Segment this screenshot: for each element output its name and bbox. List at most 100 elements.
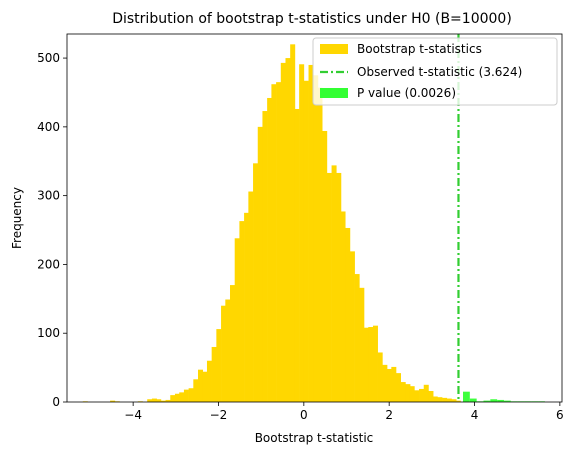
histogram-bar xyxy=(446,398,452,402)
legend-box xyxy=(312,37,558,106)
pvalue-bars xyxy=(463,391,545,402)
x-tick-label: 6 xyxy=(556,408,564,422)
histogram-bar xyxy=(336,172,342,402)
histogram-bar xyxy=(340,211,346,402)
histogram-bar xyxy=(354,274,360,402)
histogram-bar xyxy=(391,366,397,402)
histogram-bar xyxy=(225,299,231,402)
histogram-bar xyxy=(308,64,314,402)
x-axis-ticks: −4 −2 0 2 4 6 xyxy=(124,402,564,422)
histogram-bar xyxy=(257,126,263,403)
pvalue-bar xyxy=(469,398,477,402)
histogram-bar xyxy=(313,75,319,403)
histogram-bar xyxy=(368,327,374,402)
histogram-bar xyxy=(290,44,296,402)
histogram-bar xyxy=(267,97,273,402)
histogram-bar xyxy=(359,287,365,402)
histogram-bar xyxy=(110,400,116,402)
histogram-bar xyxy=(271,84,277,403)
histogram-bar xyxy=(363,327,369,402)
histogram-bar xyxy=(414,390,420,402)
histogram-bar xyxy=(221,305,227,402)
legend-label-observed: Observed t-statistic (3.624) xyxy=(357,65,522,79)
histogram-bar xyxy=(206,360,212,402)
chart-title: Distribution of bootstrap t-statistics u… xyxy=(112,11,512,27)
histogram-bar xyxy=(285,58,291,402)
histogram-bar xyxy=(280,62,286,402)
legend: Bootstrap t-statistics Observed t-statis… xyxy=(312,37,558,106)
histogram-bar xyxy=(234,238,240,402)
histogram-bar xyxy=(151,398,157,402)
histogram-bar xyxy=(244,212,250,402)
histogram-bar xyxy=(253,163,259,402)
y-tick-label: 0 xyxy=(52,395,60,409)
histogram-bar xyxy=(174,393,180,402)
histogram-bar xyxy=(349,251,355,402)
histogram-bar xyxy=(198,369,204,402)
histogram-bar xyxy=(322,130,328,403)
y-axis-label: Frequency xyxy=(10,187,24,249)
histogram-bar xyxy=(202,371,208,402)
legend-label-pvalue: P value (0.0026) xyxy=(357,86,456,100)
histogram-bar xyxy=(451,399,457,402)
histogram-bar xyxy=(179,392,185,402)
x-tick-label: −2 xyxy=(210,408,228,422)
histogram-bar xyxy=(400,382,406,402)
histogram-bar xyxy=(326,172,332,402)
x-tick-label: 0 xyxy=(300,408,308,422)
x-tick-label: −4 xyxy=(124,408,142,422)
legend-label-histogram: Bootstrap t-statistics xyxy=(357,42,482,56)
y-tick-label: 300 xyxy=(37,189,60,203)
y-tick-label: 100 xyxy=(37,326,60,340)
histogram-bar xyxy=(299,64,305,403)
histogram-bar xyxy=(193,379,199,402)
histogram-bar xyxy=(248,191,254,402)
y-axis-ticks: 0 100 200 300 400 500 xyxy=(37,51,67,409)
histogram-bar xyxy=(432,396,438,402)
pvalue-bar xyxy=(483,400,491,402)
histogram-bar xyxy=(405,384,411,402)
histogram-bar xyxy=(423,384,429,402)
histogram-bar xyxy=(183,389,189,402)
histogram-bar xyxy=(230,285,236,402)
histogram-bar xyxy=(276,82,282,403)
histogram-bar xyxy=(419,388,425,402)
histogram-bar xyxy=(437,397,443,402)
histogram-bar xyxy=(317,87,323,403)
histogram-bar xyxy=(303,80,309,403)
y-tick-label: 200 xyxy=(37,257,60,271)
legend-swatch-pvalue xyxy=(320,88,348,98)
histogram-bar xyxy=(372,325,378,402)
histogram-bar xyxy=(188,388,194,402)
histogram-bar xyxy=(409,386,415,402)
plot-frame xyxy=(66,33,563,403)
y-tick-label: 400 xyxy=(37,120,60,134)
histogram-bar xyxy=(156,399,162,402)
histogram-bar xyxy=(216,329,222,402)
histogram-bar xyxy=(377,352,383,402)
histogram-bar xyxy=(455,400,461,402)
histogram-bar xyxy=(382,364,388,402)
histogram-bar xyxy=(294,108,300,402)
histogram-bars xyxy=(82,44,461,403)
x-axis-label: Bootstrap t-statistic xyxy=(255,431,374,445)
legend-swatch-histogram xyxy=(320,44,348,54)
histogram-bar xyxy=(160,400,166,402)
histogram-bar xyxy=(211,346,217,402)
histogram-bar xyxy=(396,373,402,402)
histogram-bar xyxy=(345,227,351,402)
histogram-bar xyxy=(170,395,176,402)
histogram-bar xyxy=(147,399,153,402)
pvalue-bar xyxy=(490,399,498,402)
histogram-bar xyxy=(331,165,337,402)
histogram-bar xyxy=(165,399,171,402)
pvalue-bar xyxy=(463,391,470,402)
y-tick-label: 500 xyxy=(37,51,60,65)
x-tick-label: 2 xyxy=(385,408,393,422)
histogram-bar xyxy=(262,111,268,402)
histogram-bar xyxy=(239,221,245,402)
pvalue-bar xyxy=(497,399,504,402)
histogram-bar xyxy=(386,368,392,402)
histogram-bar xyxy=(442,397,448,402)
